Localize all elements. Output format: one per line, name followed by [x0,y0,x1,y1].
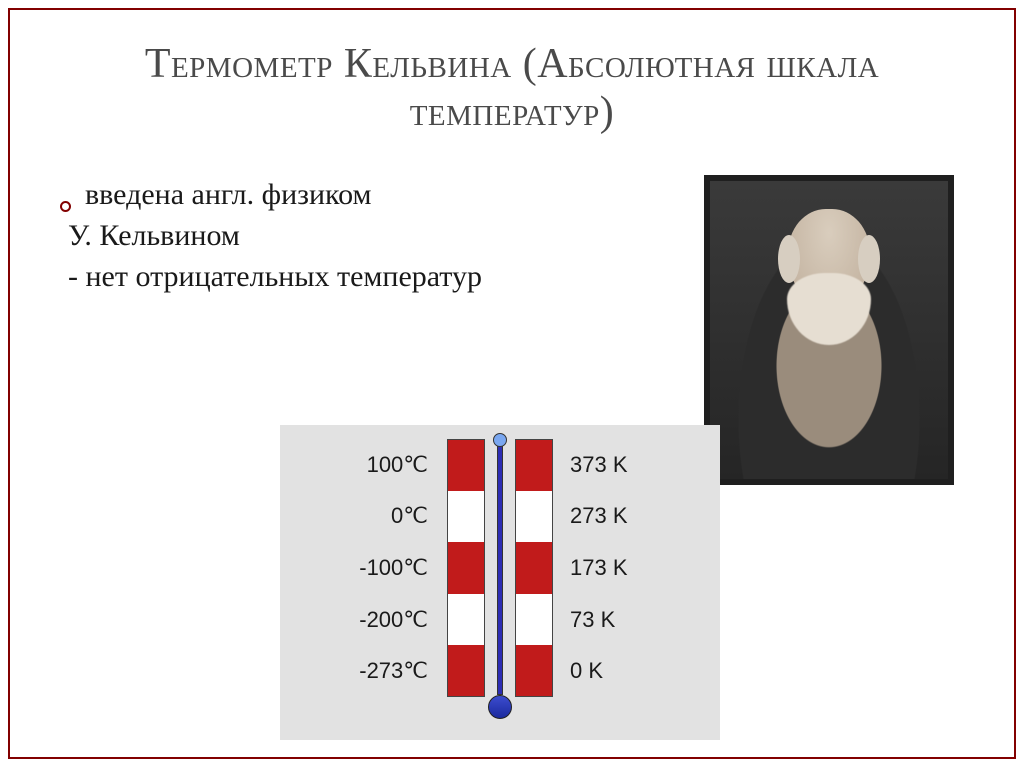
thermometer-tube [489,435,511,715]
kelvin-column [515,439,553,697]
scale-label: -200℃ [308,607,428,633]
scale-label: 73 K [570,607,690,633]
portrait-hair [778,235,800,283]
scale-block [448,594,484,645]
scale-block [448,491,484,542]
scale-label: -273℃ [308,658,428,684]
scale-block [516,491,552,542]
scale-block [448,542,484,593]
slide-frame: Термометр Кельвина (Абсолютная шкала тем… [8,8,1016,759]
bullet-item: введена англ. физиком [60,175,560,214]
scale-label: 100℃ [308,452,428,478]
scale-label: 273 K [570,503,690,529]
body-line-3: - нет отрицательных температур [68,257,560,296]
celsius-labels: 100℃ 0℃ -100℃ -200℃ -273℃ [308,439,428,697]
thermometer-diagram: 100℃ 0℃ -100℃ -200℃ -273℃ 373 K 273 K 173 K 73 … [280,425,720,740]
kelvin-portrait [704,175,954,485]
celsius-column [447,439,485,697]
scale-block [448,645,484,696]
tube-top-bulb [493,433,507,447]
slide-title: Термометр Кельвина (Абсолютная шкала тем… [10,10,1014,147]
tube-bottom-bulb [488,695,512,719]
tube-fill [497,435,503,695]
scale-block [516,440,552,491]
scale-block [516,645,552,696]
bullet-icon [60,201,71,212]
kelvin-labels: 373 K 273 K 173 K 73 K 0 K [570,439,690,697]
body-line-2: У. Кельвином [68,216,560,255]
body-content: введена англ. физиком У. Кельвином - нет… [60,175,560,296]
scale-block [448,440,484,491]
scale-label: 373 K [570,452,690,478]
scale-label: -100℃ [308,555,428,581]
scale-label: 0℃ [308,503,428,529]
bullet-text: введена англ. физиком [85,175,372,214]
portrait-hair [858,235,880,283]
scale-block [516,594,552,645]
scale-block [516,542,552,593]
scale-label: 173 K [570,555,690,581]
scale-label: 0 K [570,658,690,684]
